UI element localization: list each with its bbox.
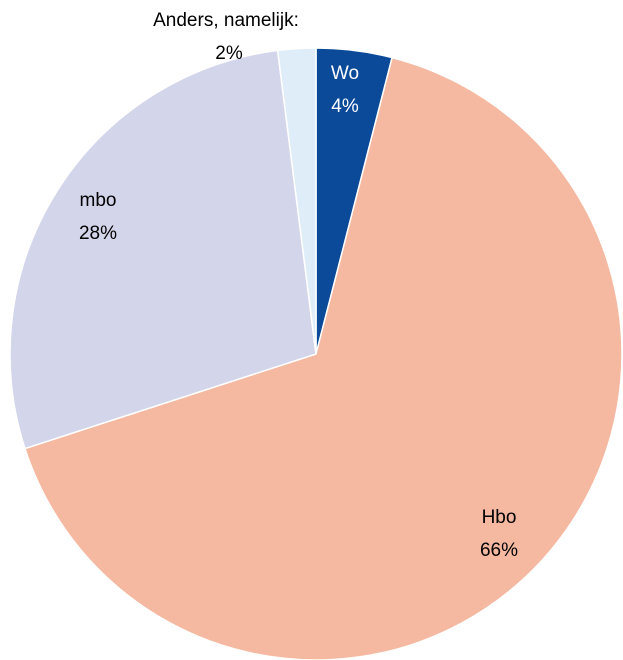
slice-label-wo: Wo (331, 63, 359, 84)
slice-value-mbo: 28% (79, 223, 117, 244)
pie-slice-anders-namelijk (276, 47, 317, 355)
slice-value-wo: 4% (331, 96, 359, 117)
slice-value-anders-namelijk: 2% (215, 43, 243, 64)
slice-label-anders-namelijk: Anders, namelijk: (153, 10, 299, 31)
pie-labels: Wo 4% Hbo 66% mbo 28% Anders, namelijk: 2% (79, 10, 518, 561)
slice-value-hbo: 66% (480, 540, 518, 561)
slice-label-mbo: mbo (80, 190, 117, 211)
pie-slice-mbo (9, 49, 317, 450)
slice-label-hbo: Hbo (482, 507, 517, 528)
pie-slices (9, 47, 623, 660)
pie-slice-hbo (24, 56, 623, 660)
